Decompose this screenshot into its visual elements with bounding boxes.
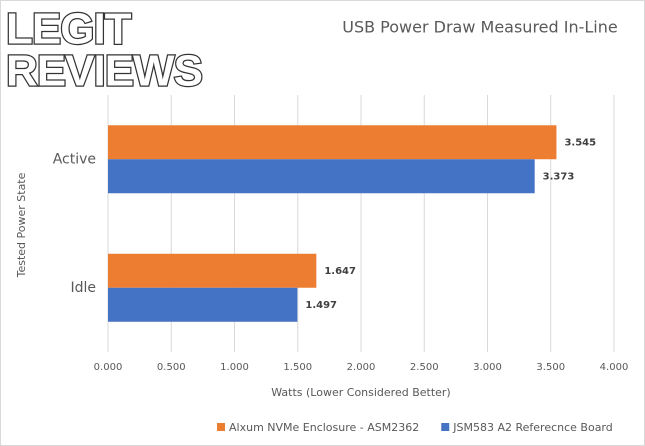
bar [108, 159, 535, 194]
x-tick-label: 2.500 [410, 362, 439, 373]
x-tick-label: 0.500 [157, 362, 186, 373]
legend-label: JSM583 A2 Referecnce Board [452, 421, 613, 434]
y-tick-label: Idle [70, 280, 96, 296]
x-tick-label: 4.000 [600, 362, 629, 373]
bar [108, 287, 298, 322]
x-tick-label: 3.500 [536, 362, 565, 373]
chart-title: USB Power Draw Measured In-Line [342, 18, 617, 37]
bar [108, 125, 557, 160]
y-tick-label: Active [53, 151, 96, 167]
legend-swatch [217, 423, 225, 431]
data-label: 1.647 [324, 266, 356, 277]
data-label: 3.545 [564, 137, 596, 148]
x-tick-label: 1.500 [283, 362, 312, 373]
legend-swatch [441, 423, 450, 431]
data-label: 3.373 [543, 171, 575, 182]
logo: REVIEWS [6, 47, 202, 96]
logo: LEGIT [6, 5, 132, 54]
x-tick-label: 2.000 [347, 362, 376, 373]
legend-label: Alxum NVMe Enclosure - ASM2362 [229, 421, 419, 434]
x-tick-label: 1.000 [220, 362, 249, 373]
y-axis-title: Tested Power State [15, 172, 28, 278]
bar [108, 253, 317, 288]
x-axis-title: Watts (Lower Considered Better) [271, 386, 450, 399]
data-label: 1.497 [305, 300, 337, 311]
x-tick-label: 3.000 [473, 362, 502, 373]
x-tick-label: 0.000 [94, 362, 123, 373]
